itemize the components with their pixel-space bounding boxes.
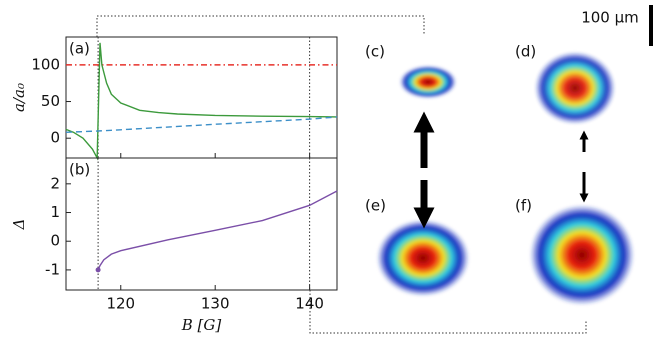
cloud-image: [530, 205, 634, 305]
atom-images: 100 μm (c) (d) (e) (f): [365, 5, 653, 305]
cloud-image: [377, 220, 469, 296]
data-line: [97, 190, 338, 271]
y-tick-label: 0: [50, 129, 60, 147]
panel-label: (b): [69, 161, 90, 179]
y-axis-label: Δ: [10, 219, 28, 231]
panel-label: (d): [515, 43, 536, 61]
plot-frame: [65, 157, 338, 291]
y-tick-label: 0: [50, 232, 60, 250]
cloud-image: [400, 66, 456, 98]
y-axis-label: a/a₀: [10, 83, 28, 112]
panel-label: (e): [365, 197, 386, 215]
start-point: [95, 267, 101, 273]
y-tick-label: 100: [31, 55, 60, 73]
data-line: [65, 116, 338, 134]
y-tick-label: 2: [50, 174, 60, 192]
x-axis-label: B [G]: [181, 316, 222, 334]
panel-label: (a): [69, 40, 90, 58]
x-tick-label: 120: [106, 295, 135, 313]
y-tick-label: 1: [50, 203, 60, 221]
connector: [96, 15, 425, 37]
data-line: [65, 42, 338, 161]
cloud-image: [535, 52, 615, 124]
y-tick-label: 50: [41, 92, 60, 110]
panel-label: (c): [365, 43, 385, 61]
x-tick-label: 130: [201, 295, 230, 313]
plot-frame: [65, 36, 338, 159]
x-tick-label: 140: [295, 295, 324, 313]
scale-bar-label: 100 μm: [581, 9, 639, 27]
y-tick-label: -1: [45, 260, 60, 278]
panel-label: (f): [515, 197, 532, 215]
connector: [309, 290, 587, 334]
